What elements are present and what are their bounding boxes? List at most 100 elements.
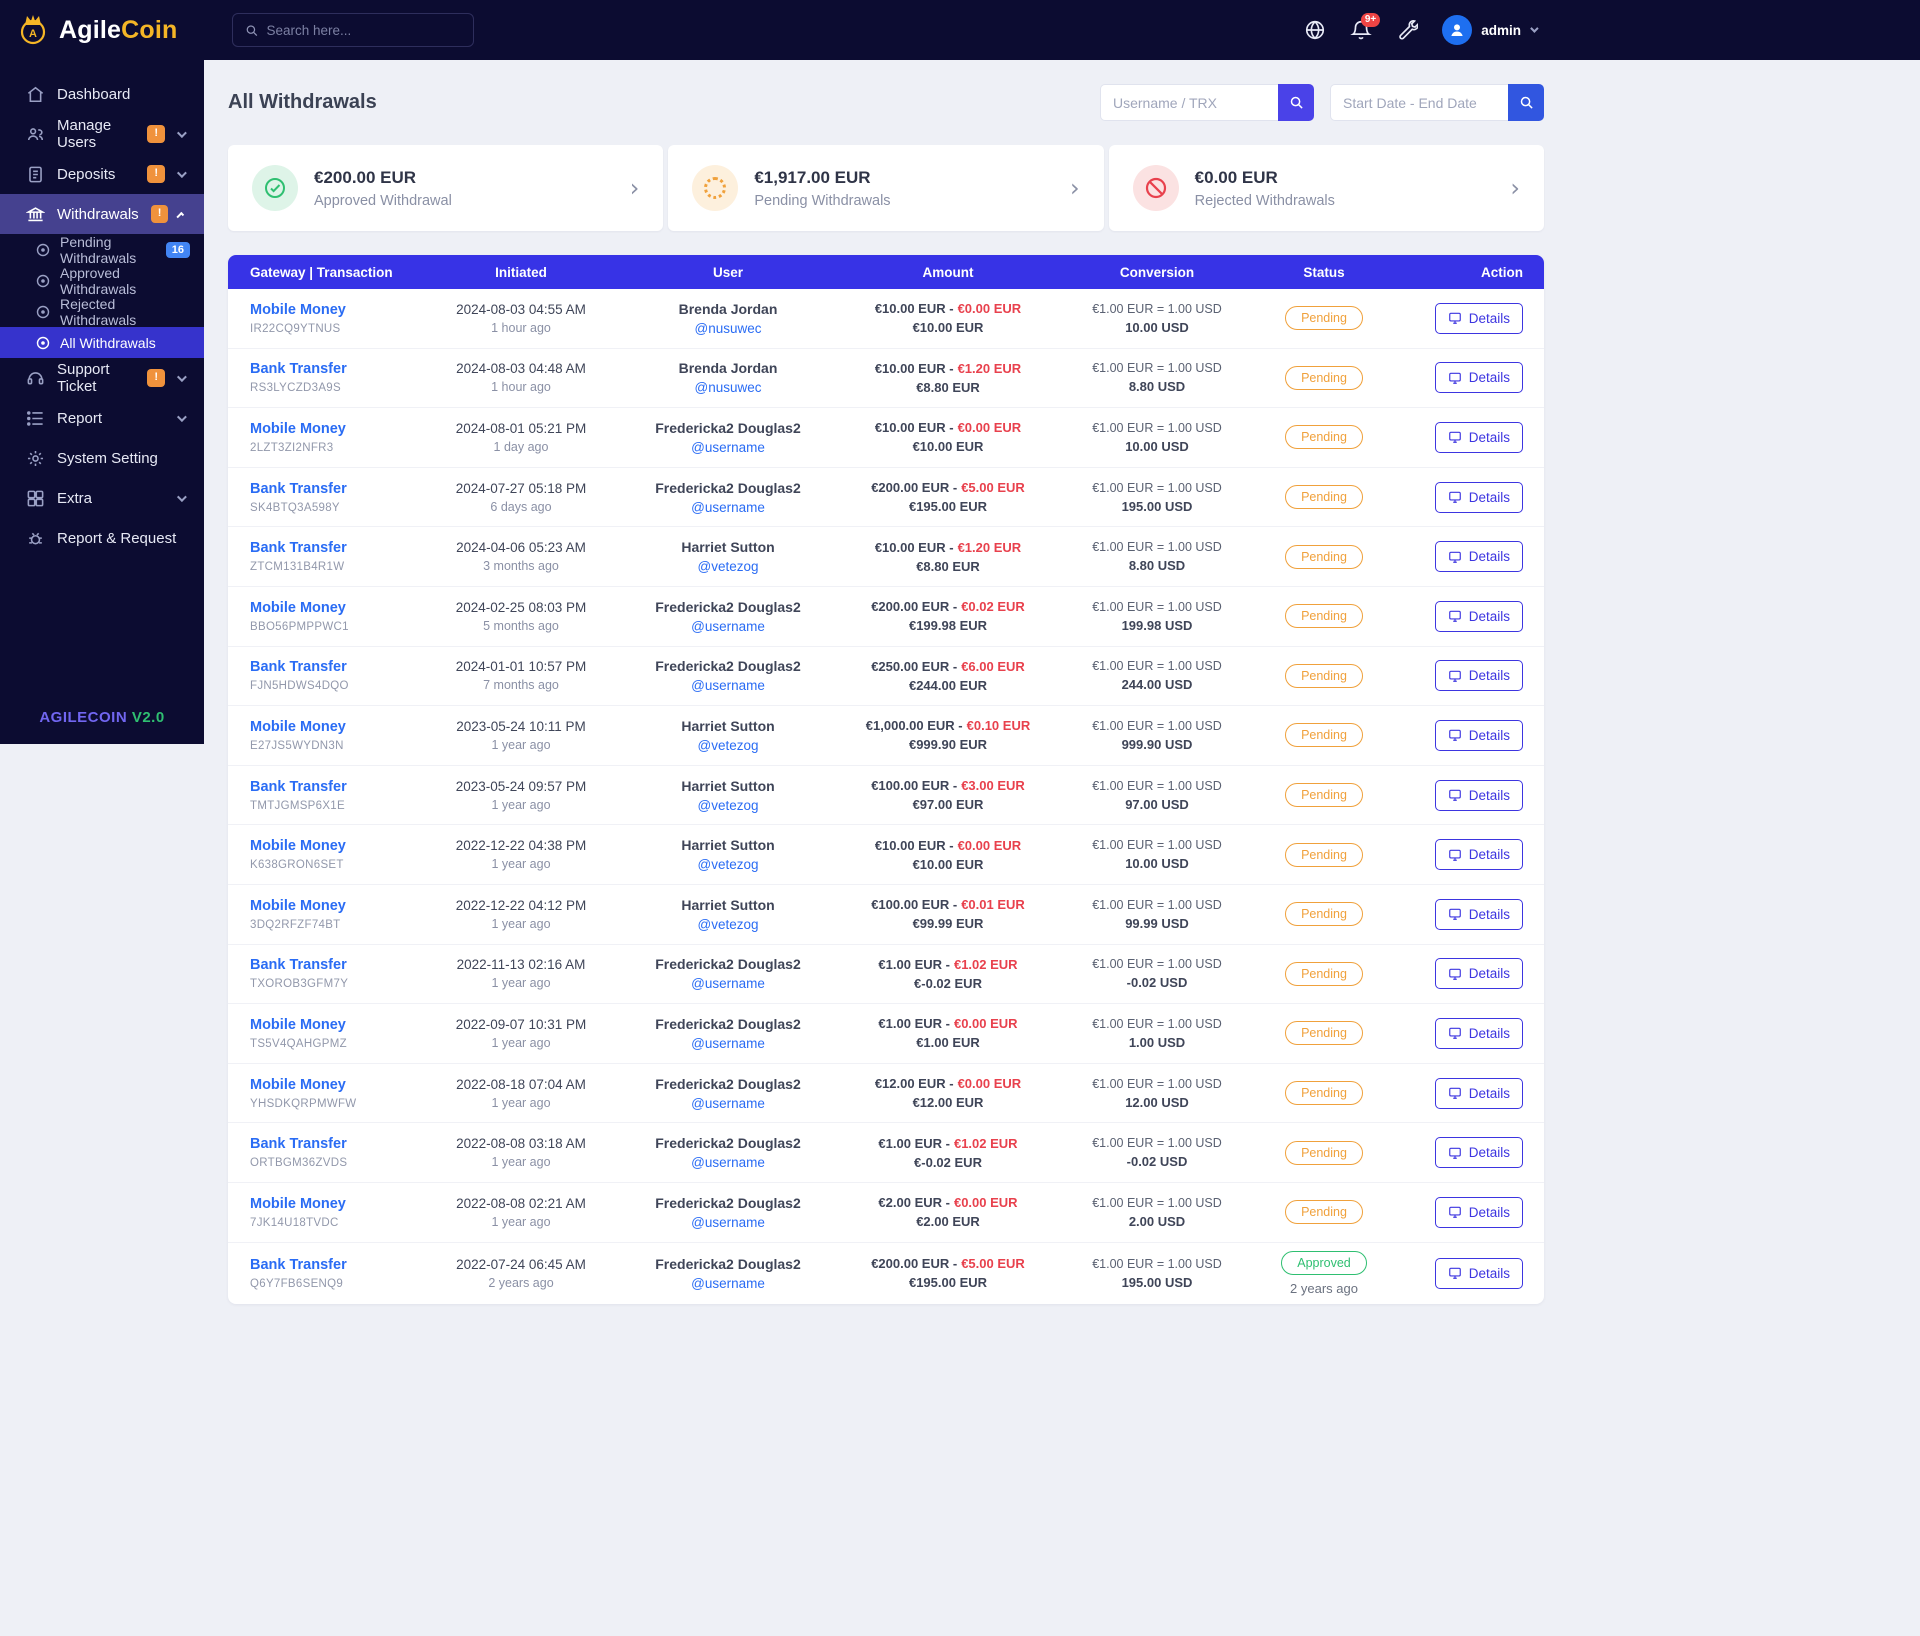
details-button[interactable]: Details	[1434, 302, 1523, 334]
gateway-link[interactable]: Bank Transfer	[250, 1256, 347, 1273]
sidebar-item-system-setting[interactable]: System Setting	[0, 438, 204, 478]
username-filter	[1100, 84, 1314, 121]
details-button[interactable]: Details	[1434, 779, 1523, 811]
gateway-link[interactable]: Bank Transfer	[250, 659, 347, 676]
sidebar-item-report[interactable]: Report	[0, 398, 204, 438]
user-handle-link[interactable]: @username	[691, 1035, 765, 1051]
sidebar-item-dashboard[interactable]: Dashboard	[0, 74, 204, 114]
sidebar-item-deposits[interactable]: Deposits !	[0, 154, 204, 194]
details-button[interactable]: Details	[1434, 600, 1523, 632]
sidebar-item-extra[interactable]: Extra	[0, 478, 204, 518]
conversion-usd: 10.00 USD	[1125, 856, 1189, 872]
user-handle-link[interactable]: @username	[691, 1155, 765, 1171]
gateway-link[interactable]: Mobile Money	[250, 599, 346, 616]
amount-net: €999.90 EUR	[908, 737, 988, 753]
table-row: Mobile Money E27JS5WYDN3N 2023-05-24 10:…	[228, 706, 1544, 766]
gateway-link[interactable]: Bank Transfer	[250, 1136, 347, 1153]
details-button[interactable]: Details	[1434, 362, 1523, 394]
username-trx-input[interactable]	[1100, 84, 1278, 121]
search-input[interactable]	[266, 22, 461, 38]
sidebar-item-pending-withdrawals[interactable]: Pending Withdrawals 16	[0, 234, 204, 266]
gateway-link[interactable]: Bank Transfer	[250, 361, 347, 378]
table-row: Mobile Money 2LZT3ZI2NFR3 2024-08-01 05:…	[228, 408, 1544, 468]
sidebar-item-rejected-withdrawals[interactable]: Rejected Withdrawals	[0, 296, 204, 328]
bug-icon	[26, 529, 45, 548]
details-button[interactable]: Details	[1434, 421, 1523, 453]
details-button[interactable]: Details	[1434, 839, 1523, 871]
user-name: Fredericka2 Douglas2	[655, 658, 801, 675]
user-handle-link[interactable]: @nusuwec	[694, 320, 762, 336]
user-handle-link[interactable]: @vetezog	[697, 737, 759, 753]
gateway-link[interactable]: Mobile Money	[250, 1195, 346, 1212]
user-handle-link[interactable]: @username	[691, 1214, 765, 1230]
user-menu[interactable]: admin	[1442, 15, 1539, 45]
spinner-dots-icon	[692, 165, 739, 211]
date-search-button[interactable]	[1508, 84, 1544, 121]
user-handle-link[interactable]: @nusuwec	[694, 380, 762, 396]
username-search-button[interactable]	[1278, 84, 1314, 121]
details-label: Details	[1468, 549, 1510, 565]
gateway-link[interactable]: Mobile Money	[250, 718, 346, 735]
status-badge: Pending	[1285, 604, 1363, 629]
user-handle-link[interactable]: @username	[691, 1275, 765, 1291]
user-handle-link[interactable]: @username	[691, 439, 765, 455]
gateway-link[interactable]: Mobile Money	[250, 420, 346, 437]
gateway-link[interactable]: Bank Transfer	[250, 540, 347, 557]
column-header: User	[712, 264, 744, 280]
sidebar-item-approved-withdrawals[interactable]: Approved Withdrawals	[0, 265, 204, 297]
user-name: Fredericka2 Douglas2	[655, 419, 801, 436]
chevron-right-icon[interactable]: ›	[629, 174, 640, 202]
sidebar-item-all-withdrawals[interactable]: All Withdrawals	[0, 327, 204, 358]
status-badge: Pending	[1285, 961, 1363, 986]
chevron-right-icon[interactable]: ›	[1070, 174, 1080, 202]
date-range-input[interactable]	[1330, 84, 1508, 121]
details-button[interactable]: Details	[1434, 898, 1523, 930]
amount-gross: €10.00 EUR -	[874, 301, 954, 317]
user-handle-link[interactable]: @username	[691, 618, 765, 634]
user-handle-link[interactable]: @vetezog	[697, 797, 759, 813]
details-button[interactable]: Details	[1434, 1137, 1523, 1169]
gateway-link[interactable]: Bank Transfer	[250, 957, 347, 974]
wrench-icon[interactable]	[1396, 19, 1419, 41]
amount-fee: €1.02 EUR	[953, 956, 1018, 972]
bell-icon[interactable]: 9+	[1350, 13, 1381, 41]
gateway-link[interactable]: Mobile Money	[250, 838, 346, 855]
gateway-link[interactable]: Bank Transfer	[250, 778, 347, 795]
gateway-link[interactable]: Mobile Money	[250, 897, 346, 914]
user-handle-link[interactable]: @username	[691, 678, 765, 694]
details-button[interactable]: Details	[1434, 1017, 1523, 1049]
user-handle-link[interactable]: @username	[691, 976, 765, 992]
sidebar-item-withdrawals[interactable]: Withdrawals !	[0, 194, 204, 234]
sidebar-item-manage-users[interactable]: Manage Users !	[0, 114, 204, 154]
conversion-rate: €1.00 EUR = 1.00 USD	[1092, 540, 1222, 555]
table-row: Bank Transfer Q6Y7FB6SENQ9 2022-07-24 06…	[228, 1243, 1544, 1304]
chevron-down-icon	[176, 491, 187, 502]
details-button[interactable]: Details	[1434, 1077, 1523, 1109]
details-button[interactable]: Details	[1434, 1196, 1523, 1228]
details-button[interactable]: Details	[1434, 1257, 1523, 1289]
gateway-link[interactable]: Mobile Money	[250, 301, 346, 318]
chevron-right-icon[interactable]: ›	[1510, 174, 1520, 202]
brand-logo[interactable]: A AgileCoin	[0, 0, 204, 60]
details-button[interactable]: Details	[1434, 660, 1523, 692]
gateway-link[interactable]: Bank Transfer	[250, 480, 347, 497]
initiated-date: 2022-08-08 03:18 AM	[456, 1136, 586, 1152]
svg-text:A: A	[29, 28, 37, 40]
details-button[interactable]: Details	[1434, 541, 1523, 573]
page-content: All Withdrawals	[204, 60, 1568, 1324]
user-handle-link[interactable]: @vetezog	[697, 916, 759, 932]
globe-icon[interactable]	[1304, 19, 1326, 41]
gateway-link[interactable]: Mobile Money	[250, 1016, 346, 1033]
user-handle-link[interactable]: @username	[691, 1095, 765, 1111]
sidebar-item-report-request[interactable]: Report & Request	[0, 518, 204, 558]
initiated-ago: 3 months ago	[483, 559, 559, 574]
gateway-link[interactable]: Mobile Money	[250, 1076, 346, 1093]
user-handle-link[interactable]: @vetezog	[697, 857, 759, 873]
user-handle-link[interactable]: @vetezog	[697, 559, 759, 575]
conversion-rate: €1.00 EUR = 1.00 USD	[1092, 1136, 1222, 1151]
details-button[interactable]: Details	[1434, 481, 1523, 513]
sidebar-item-support-ticket[interactable]: Support Ticket !	[0, 358, 204, 398]
details-button[interactable]: Details	[1434, 958, 1523, 990]
user-handle-link[interactable]: @username	[691, 499, 765, 515]
details-button[interactable]: Details	[1434, 719, 1523, 751]
